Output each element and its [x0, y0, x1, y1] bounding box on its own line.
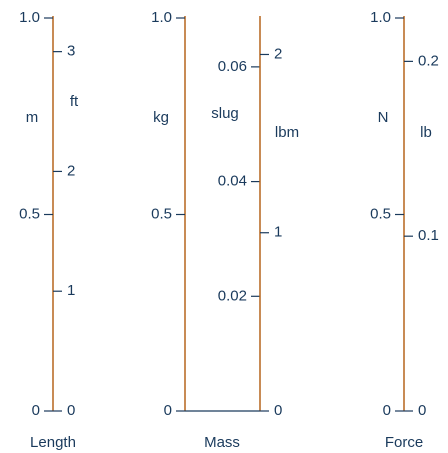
length-right-tick-label: 3 — [67, 43, 75, 60]
force-title: Force — [385, 434, 423, 451]
mass-middle-tick-label: 0.04 — [218, 173, 247, 190]
mass-middle-unit: slug — [211, 105, 239, 122]
force-right-tick-label: 0 — [418, 402, 426, 419]
mass-left-tick-label: 0.5 — [151, 205, 172, 222]
force-left-tick-label: 1.0 — [370, 9, 391, 26]
force-left-tick-label: 0.5 — [370, 205, 391, 222]
force-left-tick-label: 0 — [383, 402, 391, 419]
force-right-tick-label: 0.2 — [418, 52, 439, 69]
length-right-tick-label: 2 — [67, 162, 75, 179]
length-left-tick-label: 0.5 — [19, 205, 40, 222]
length-left-tick-label: 0 — [32, 402, 40, 419]
length-left-tick-label: 1.0 — [19, 9, 40, 26]
length-right-tick-label: 0 — [67, 402, 75, 419]
mass-right-unit: lbm — [275, 124, 299, 141]
length-right-unit: ft — [70, 93, 79, 110]
mass-middle-tick-label: 0.02 — [218, 287, 247, 304]
length-left-unit: m — [26, 109, 39, 126]
length-title: Length — [30, 434, 76, 451]
mass-right-tick-label: 1 — [274, 224, 282, 241]
mass-left-unit: kg — [153, 109, 169, 126]
mass-right-tick-label: 2 — [274, 45, 282, 62]
force-right-tick-label: 0.1 — [418, 227, 439, 244]
mass-title: Mass — [204, 434, 240, 451]
mass-right-tick-label: 0 — [274, 402, 282, 419]
mass-middle-tick-label: 0.06 — [218, 58, 247, 75]
mass-left-tick-label: 1.0 — [151, 9, 172, 26]
force-right-unit: lb — [420, 124, 432, 141]
mass-left-tick-label: 0 — [164, 402, 172, 419]
force-left-unit: N — [378, 109, 389, 126]
length-right-tick-label: 1 — [67, 282, 75, 299]
